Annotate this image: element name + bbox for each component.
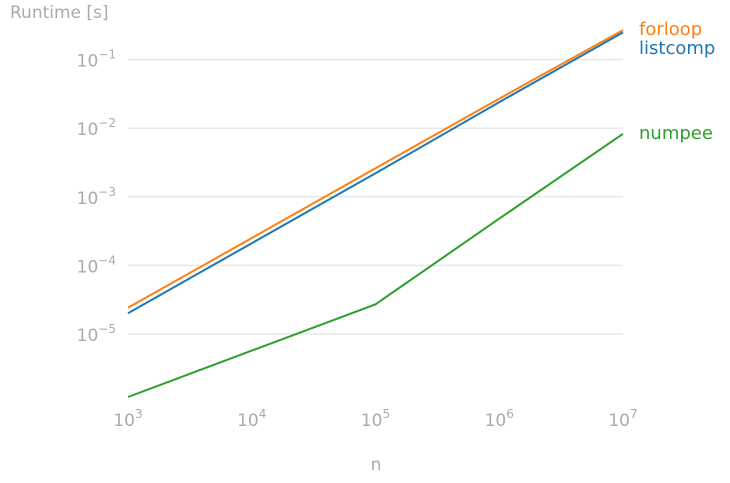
y-tick-label: 10−2 bbox=[77, 116, 116, 140]
y-tick-label: 10−1 bbox=[77, 48, 116, 72]
x-tick-label: 107 bbox=[608, 407, 637, 431]
x-axis-title: n bbox=[371, 455, 382, 475]
x-tick-label: 105 bbox=[361, 407, 390, 431]
x-tick-label: 104 bbox=[237, 407, 266, 431]
grid-lines bbox=[128, 58, 623, 335]
y-tick-label: 10−3 bbox=[77, 185, 116, 209]
series-line-numpee bbox=[127, 132, 624, 398]
legend-label-listcomp: listcomp bbox=[639, 38, 715, 59]
legend-label-forloop: forloop bbox=[639, 19, 702, 40]
x-tick-label: 103 bbox=[113, 407, 142, 431]
series-lines bbox=[127, 29, 624, 398]
series-line-forloop bbox=[127, 29, 624, 309]
y-axis-title: Runtime [s] bbox=[10, 3, 109, 23]
x-tick-labels: 103 104 105 106 107 bbox=[113, 407, 637, 431]
legend-label-numpee: numpee bbox=[639, 123, 713, 144]
y-tick-label: 10−5 bbox=[77, 322, 116, 346]
x-tick-label: 106 bbox=[485, 407, 514, 431]
y-tick-labels: 10−1 10−2 10−3 10−4 10−5 bbox=[77, 48, 116, 346]
y-tick-label: 10−4 bbox=[77, 253, 116, 277]
series-line-listcomp bbox=[127, 31, 624, 315]
